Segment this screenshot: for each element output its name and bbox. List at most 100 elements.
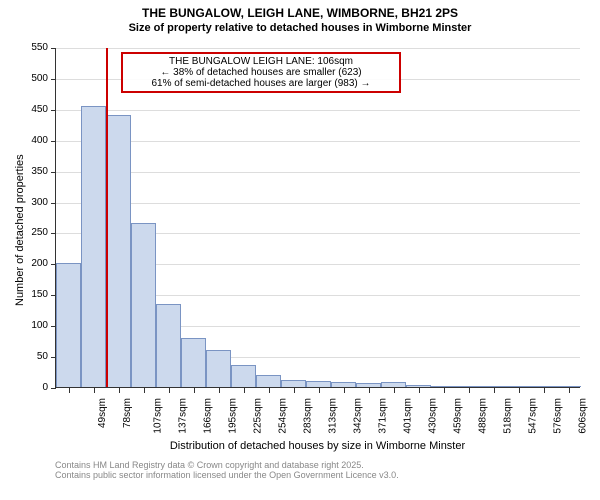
histogram-bar — [281, 380, 306, 387]
footer-credits: Contains HM Land Registry data © Crown c… — [55, 460, 399, 480]
x-tick — [294, 388, 295, 393]
x-tick-label: 371sqm — [377, 398, 388, 434]
x-tick — [494, 388, 495, 393]
y-tick-label: 250 — [18, 227, 48, 238]
histogram-bar — [106, 115, 131, 387]
histogram-bar — [56, 263, 81, 387]
x-tick-label: 518sqm — [502, 398, 513, 434]
histogram-bar — [256, 375, 281, 387]
y-tick-label: 450 — [18, 104, 48, 115]
histogram-bar — [506, 386, 531, 387]
grid-line — [56, 110, 580, 111]
x-tick — [569, 388, 570, 393]
x-tick — [269, 388, 270, 393]
y-tick — [51, 141, 56, 142]
annotation-box: THE BUNGALOW LEIGH LANE: 106sqm← 38% of … — [121, 52, 401, 93]
histogram-bar — [356, 383, 381, 387]
y-tick-label: 200 — [18, 258, 48, 269]
x-tick-label: 225sqm — [252, 398, 263, 434]
y-tick-label: 100 — [18, 320, 48, 331]
histogram-bar — [481, 386, 506, 387]
histogram-bar — [431, 386, 456, 387]
grid-line — [56, 203, 580, 204]
x-tick-label: 459sqm — [452, 398, 463, 434]
x-tick — [169, 388, 170, 393]
annotation-line2: ← 38% of detached houses are smaller (62… — [129, 67, 393, 78]
y-tick-label: 500 — [18, 73, 48, 84]
x-tick-label: 254sqm — [277, 398, 288, 434]
x-tick-label: 78sqm — [122, 398, 133, 428]
chart-title: THE BUNGALOW, LEIGH LANE, WIMBORNE, BH21… — [0, 6, 600, 20]
x-tick-label: 576sqm — [552, 398, 563, 434]
y-tick — [51, 233, 56, 234]
histogram-bar — [156, 304, 181, 387]
x-tick — [194, 388, 195, 393]
histogram-bar — [406, 385, 431, 387]
grid-line — [56, 141, 580, 142]
x-axis-label: Distribution of detached houses by size … — [55, 440, 580, 452]
grid-line — [56, 48, 580, 49]
histogram-bar — [231, 365, 256, 387]
y-tick-label: 300 — [18, 197, 48, 208]
x-tick — [369, 388, 370, 393]
y-tick — [51, 172, 56, 173]
x-tick — [69, 388, 70, 393]
x-tick-label: 401sqm — [402, 398, 413, 434]
x-tick — [544, 388, 545, 393]
histogram-bar — [456, 386, 481, 387]
y-tick-label: 400 — [18, 135, 48, 146]
x-tick-label: 430sqm — [427, 398, 438, 434]
y-tick-label: 0 — [18, 382, 48, 393]
plot-area: 05010015020025030035040045050055049sqm78… — [55, 48, 580, 388]
x-tick — [469, 388, 470, 393]
x-tick — [94, 388, 95, 393]
x-tick-label: 313sqm — [327, 398, 338, 434]
x-tick-label: 488sqm — [477, 398, 488, 434]
histogram-bar — [131, 223, 156, 387]
x-tick-label: 137sqm — [177, 398, 188, 434]
x-tick — [319, 388, 320, 393]
histogram-bar — [381, 382, 406, 387]
x-tick-label: 606sqm — [577, 398, 588, 434]
x-tick-label: 283sqm — [302, 398, 313, 434]
x-tick-label: 107sqm — [152, 398, 163, 434]
x-tick — [394, 388, 395, 393]
annotation-line1: THE BUNGALOW LEIGH LANE: 106sqm — [129, 56, 393, 67]
y-tick-label: 550 — [18, 42, 48, 53]
y-tick — [51, 203, 56, 204]
y-tick — [51, 79, 56, 80]
x-tick — [419, 388, 420, 393]
y-tick-label: 350 — [18, 166, 48, 177]
x-tick-label: 166sqm — [202, 398, 213, 434]
x-tick-label: 547sqm — [527, 398, 538, 434]
histogram-bar — [181, 338, 206, 387]
x-tick — [244, 388, 245, 393]
y-tick-label: 50 — [18, 351, 48, 362]
x-tick — [144, 388, 145, 393]
x-tick-label: 342sqm — [352, 398, 363, 434]
y-tick — [51, 110, 56, 111]
histogram-bar — [531, 386, 556, 387]
x-tick — [519, 388, 520, 393]
x-tick — [119, 388, 120, 393]
y-tick-label: 150 — [18, 289, 48, 300]
y-axis-label: Number of detached properties — [14, 126, 26, 306]
chart-subtitle: Size of property relative to detached ho… — [0, 22, 600, 34]
y-tick — [51, 388, 56, 389]
x-tick — [444, 388, 445, 393]
y-tick — [51, 48, 56, 49]
histogram-bar — [81, 106, 106, 387]
x-tick-label: 195sqm — [227, 398, 238, 434]
histogram-bar — [556, 386, 581, 387]
grid-line — [56, 172, 580, 173]
property-marker-line — [106, 48, 108, 387]
x-tick — [344, 388, 345, 393]
histogram-bar — [331, 382, 356, 387]
x-tick — [219, 388, 220, 393]
x-tick-label: 49sqm — [97, 398, 108, 428]
histogram-bar — [306, 381, 331, 387]
footer-line2: Contains public sector information licen… — [55, 470, 399, 480]
footer-line1: Contains HM Land Registry data © Crown c… — [55, 460, 399, 470]
annotation-line3: 61% of semi-detached houses are larger (… — [129, 78, 393, 89]
histogram-bar — [206, 350, 231, 387]
